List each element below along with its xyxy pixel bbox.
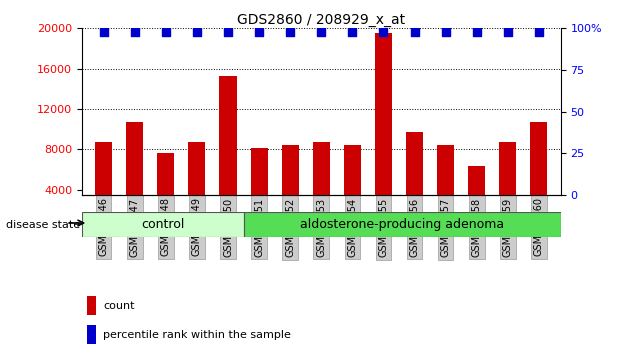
Title: GDS2860 / 208929_x_at: GDS2860 / 208929_x_at — [238, 13, 405, 27]
Bar — [437, 145, 454, 195]
Text: aldosterone-producing adenoma: aldosterone-producing adenoma — [300, 218, 504, 231]
Bar — [87, 296, 96, 315]
Point — [130, 29, 140, 35]
Bar — [468, 166, 485, 195]
Bar — [244, 212, 561, 237]
Point — [347, 29, 357, 35]
Bar — [95, 142, 112, 195]
Bar — [87, 325, 96, 344]
Point — [316, 29, 326, 35]
Text: disease state: disease state — [6, 220, 81, 230]
Point — [440, 29, 450, 35]
Point — [503, 29, 513, 35]
Point — [223, 29, 233, 35]
Point — [99, 29, 109, 35]
Text: count: count — [103, 301, 135, 311]
Text: control: control — [141, 218, 185, 231]
Text: percentile rank within the sample: percentile rank within the sample — [103, 330, 291, 339]
Point — [161, 29, 171, 35]
Bar — [312, 142, 330, 195]
Point — [379, 29, 389, 35]
Point — [534, 29, 544, 35]
Bar — [375, 33, 392, 195]
Bar — [82, 212, 244, 237]
Bar — [126, 122, 143, 195]
Bar — [158, 153, 175, 195]
Bar — [188, 142, 205, 195]
Bar — [406, 132, 423, 195]
Point — [410, 29, 420, 35]
Bar — [530, 122, 547, 195]
Bar — [251, 148, 268, 195]
Bar — [219, 76, 237, 195]
Bar — [500, 142, 517, 195]
Point — [285, 29, 295, 35]
Point — [472, 29, 482, 35]
Bar — [282, 145, 299, 195]
Bar — [344, 145, 361, 195]
Point — [254, 29, 264, 35]
Point — [192, 29, 202, 35]
